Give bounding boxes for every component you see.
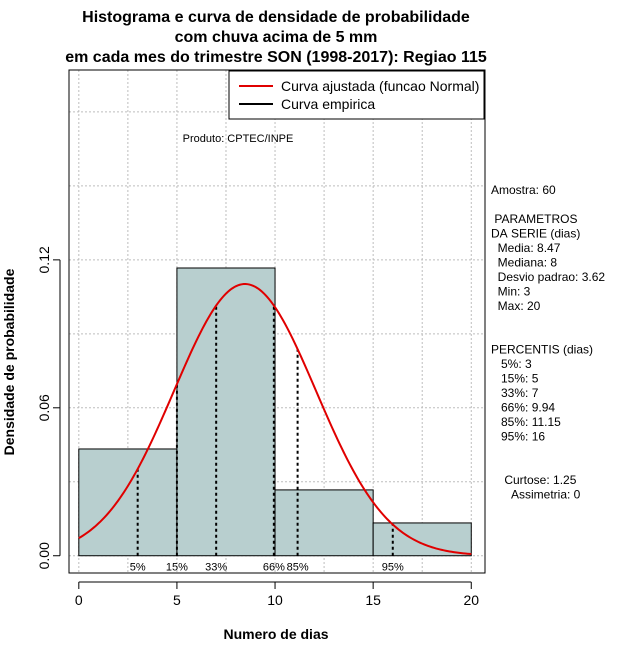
percentile-label: 33%: [205, 562, 227, 574]
percentile-lines: 5% 15% 33% 66% 85% 95%: [130, 305, 404, 574]
histogram-bars: [78, 267, 472, 557]
y-axis-label: Densidade de probabilidade: [1, 268, 17, 455]
histogram-bar: [176, 267, 276, 557]
percentile-label: 5%: [130, 562, 146, 574]
stats-line: Min: 3: [491, 285, 531, 299]
histogram-bar: [78, 448, 178, 557]
normal-fit-curve: [78, 283, 472, 556]
legend-box: [228, 70, 485, 120]
stats-line: 85%: 11.15: [491, 415, 561, 429]
percentile-label: 15%: [166, 562, 188, 574]
x-tick-label: 5: [173, 592, 181, 608]
legend-label-normal: Curva ajustada (funcao Normal): [281, 78, 479, 94]
chart-title: Histograma e curva de densidade de proba…: [65, 9, 487, 66]
percentile-label: 95%: [382, 562, 404, 574]
stats-line: 15%: 5: [491, 372, 539, 386]
y-tick-label: 0.00: [36, 542, 52, 569]
x-tick-label: 15: [365, 592, 381, 608]
title-line-3: em cada mes do trimestre SON (1998-2017)…: [65, 49, 487, 66]
percentile-label: 66%: [263, 562, 285, 574]
stats-line: 33%: 7: [491, 386, 539, 400]
stats-line: PERCENTIS (dias): [491, 343, 593, 357]
y-tick-label: 0.12: [36, 246, 52, 273]
histogram-bar: [372, 522, 472, 557]
percentile-label: 85%: [287, 562, 309, 574]
stats-line: PARAMETROS: [491, 212, 577, 226]
stats-line: 95%: 16: [491, 430, 545, 444]
stats-line: Media: 8.47: [491, 241, 561, 255]
stats-line: Desvio padrao: 3.62: [491, 270, 605, 284]
y-tick-label: 0.06: [36, 394, 52, 421]
x-tick-label: 10: [267, 592, 283, 608]
y-axis: 0.00 0.06 0.12: [36, 246, 61, 569]
legend-label-empirical: Curva empirica: [281, 96, 375, 112]
stats-line: 66%: 9.94: [491, 401, 555, 415]
product-annotation: Produto: CPTEC/INPE: [183, 133, 294, 145]
plot-frame: [68, 69, 486, 574]
histogram-bar: [274, 489, 374, 557]
stats-line: Mediana: 8: [491, 256, 557, 270]
x-axis-label: Numero de dias: [223, 626, 328, 642]
stats-line: Curtose: 1.25: [491, 473, 577, 487]
stats-line: Assimetria: 0: [491, 488, 581, 502]
stats-line: Amostra: 60: [491, 183, 556, 197]
title-line-1: Histograma e curva de densidade de proba…: [82, 9, 470, 26]
stats-line: 5%: 3: [491, 357, 532, 371]
x-axis: 0 5 10 15 20: [75, 581, 479, 608]
x-tick-label: 0: [75, 592, 83, 608]
x-tick-label: 20: [463, 592, 479, 608]
stats-line: DA SERIE (dias): [491, 227, 580, 241]
legend: Curva ajustada (funcao Normal) Curva emp…: [228, 70, 485, 120]
title-line-2: com chuva acima de 5 mm: [175, 29, 378, 46]
stats-line: Max: 20: [491, 299, 541, 313]
